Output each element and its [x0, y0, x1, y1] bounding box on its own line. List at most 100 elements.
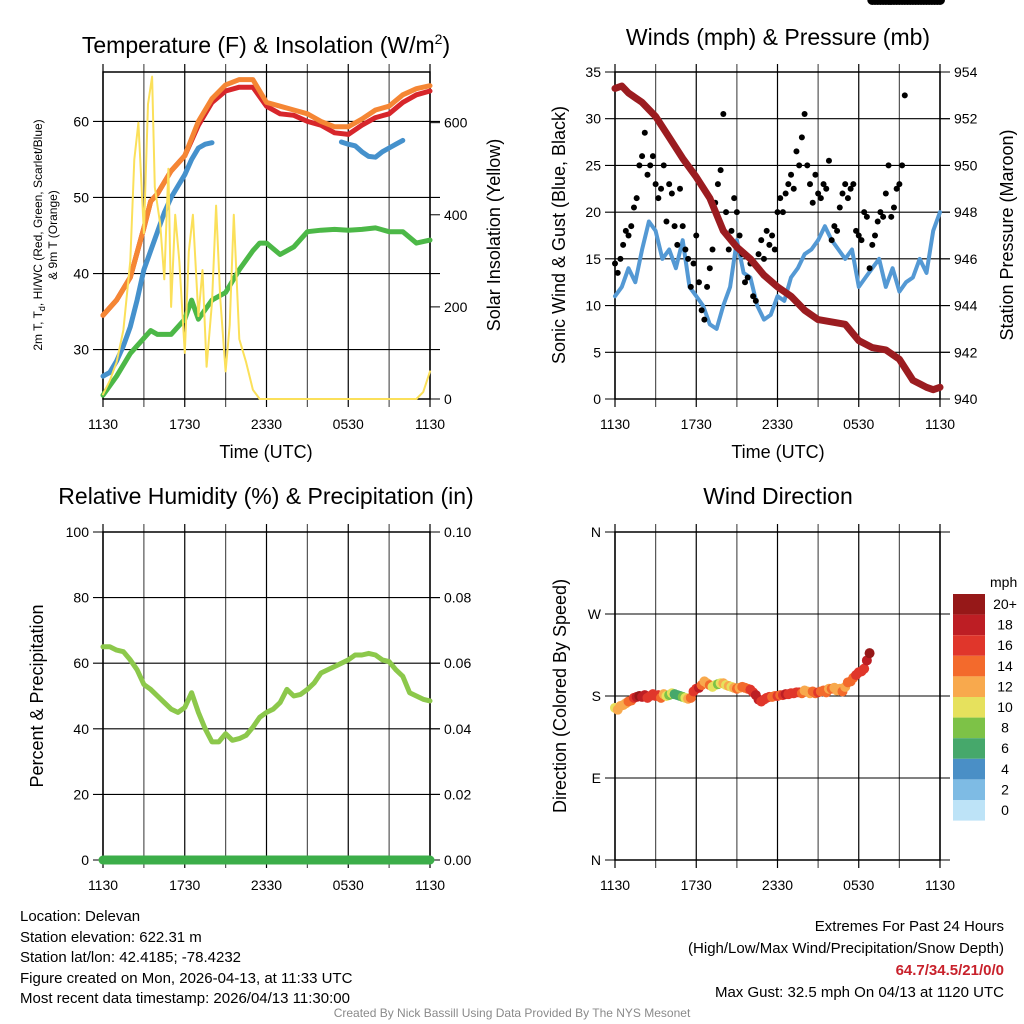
- gust-point: [736, 232, 743, 239]
- gust-point: [733, 209, 740, 216]
- gust-point: [668, 190, 675, 197]
- colorbar-label: 10: [997, 699, 1013, 715]
- gust-point: [612, 260, 618, 267]
- x-tick-label: 1130: [600, 416, 630, 432]
- x-tick-label: 1130: [88, 877, 118, 893]
- colorbar-title: mph: [990, 574, 1017, 590]
- gust-point: [679, 223, 686, 230]
- gust-point: [896, 181, 903, 188]
- y-tick-label: 20: [73, 786, 89, 802]
- gust-point: [766, 241, 773, 248]
- x-tick-label: 2330: [251, 416, 282, 432]
- y2-tick-label: 954: [954, 64, 978, 80]
- humidity-y-axis-label: Percent & Precipitation: [27, 604, 47, 787]
- gust-point: [731, 195, 738, 202]
- gust-point: [839, 190, 846, 197]
- plot-frame: [614, 71, 941, 400]
- colorbar-label: 14: [997, 658, 1013, 674]
- gust-point: [752, 297, 759, 304]
- gust-point: [758, 237, 765, 244]
- extremes-title: Extremes For Past 24 Hours: [814, 918, 1004, 935]
- wind-direction-y-axis-label: Direction (Colored By Speed): [550, 579, 570, 813]
- y-tick-label: 0: [593, 391, 601, 407]
- y-tick-label: 0: [81, 852, 89, 868]
- colorbar-label: 12: [997, 678, 1013, 694]
- humidity-panel: Relative Humidity (%) & Precipitation (i…: [27, 483, 474, 893]
- gust-point: [801, 111, 808, 118]
- colorbar-swatch: [953, 594, 985, 615]
- wind-direction-chart-title: Wind Direction: [703, 483, 853, 509]
- colorbar-swatch: [953, 758, 985, 780]
- gust-point: [693, 232, 700, 239]
- gust-point: [771, 246, 778, 253]
- gust-point: [847, 185, 854, 192]
- colorbar-swatch: [953, 697, 985, 718]
- gust-point: [644, 171, 651, 178]
- gust-point: [663, 218, 670, 225]
- y-tick-label: 80: [73, 590, 89, 606]
- temperature-series-line: [100, 225, 433, 398]
- gust-point: [658, 185, 665, 192]
- extremes-info: Extremes For Past 24 Hours (High/Low/Max…: [688, 916, 1004, 1004]
- temperature-y-axis-label-line1: 2m T, Td, HI/WC (Red, Green, Scarlet/Blu…: [31, 119, 47, 350]
- colorbar-label: 4: [1001, 761, 1009, 777]
- x-tick-label: 2330: [762, 416, 793, 432]
- gust-point: [755, 251, 762, 258]
- gust-point: [788, 171, 795, 178]
- humidity-chart-title: Relative Humidity (%) & Precipitation (i…: [58, 483, 473, 509]
- gust-point: [888, 213, 895, 220]
- gust-point: [872, 232, 878, 239]
- gust-point: [885, 162, 892, 169]
- gust-point: [617, 255, 624, 262]
- gust-point: [698, 307, 705, 314]
- colorbar-label: 20+: [993, 596, 1017, 612]
- extremes-description: (High/Low/Max Wind/Precipitation/Snow De…: [688, 940, 1004, 957]
- gust-point: [636, 162, 643, 169]
- winds-panel: Winds (mph) & Pressure (mb) 0 5 10 15 20 25 30…: [549, 0, 1017, 462]
- y2-tick-label: 0.06: [444, 655, 471, 671]
- colorbar-swatch: [953, 655, 985, 677]
- gust-point: [614, 269, 621, 276]
- x-tick-label: 2330: [762, 877, 793, 893]
- gust-point: [660, 162, 667, 169]
- y-tick-label: 30: [73, 342, 89, 358]
- gust-point: [901, 92, 908, 99]
- gust-point: [655, 195, 662, 202]
- speed-colorbar: mph 20+ 18 16 14 12 10 8 6 4 2 0: [953, 574, 1017, 821]
- y-tick-label: 40: [73, 721, 89, 737]
- gust-point: [804, 162, 811, 169]
- gust-point: [760, 255, 767, 262]
- y-tick-label: 5: [593, 344, 601, 360]
- gust-point: [625, 232, 632, 239]
- gust-point: [779, 209, 786, 216]
- gust-point: [899, 162, 906, 169]
- gust-point: [720, 111, 727, 118]
- x-tick-label: 0530: [843, 416, 874, 432]
- gust-point: [844, 195, 851, 202]
- gust-point: [704, 283, 711, 290]
- created-text: Figure created on Mon, 2026-04-13, at 11…: [20, 969, 353, 987]
- gust-point: [793, 148, 800, 155]
- y2-tick-label: 0.04: [444, 721, 471, 737]
- gust-point: [853, 227, 860, 234]
- y2-tick-label: 0.00: [444, 852, 471, 868]
- y2-tick-label: 940: [954, 391, 978, 407]
- x-tick-label: 1730: [169, 877, 200, 893]
- gust-point: [834, 227, 841, 234]
- colorbar-label: 0: [1001, 802, 1009, 818]
- y2-tick-label: 946: [954, 251, 978, 267]
- max-gust-text: Max Gust: 32.5 mph On 04/13 at 1120 UTC: [714, 984, 1004, 1001]
- gust-point: [842, 181, 849, 188]
- gust-point: [744, 274, 751, 281]
- gust-point: [671, 223, 678, 230]
- gust-point: [817, 195, 824, 202]
- gust-point: [831, 223, 838, 230]
- y2-tick-label: 948: [954, 204, 978, 220]
- y2-tick-label: 200: [444, 299, 468, 315]
- y2-tick-label: 400: [444, 207, 468, 223]
- x-tick-label: 1130: [415, 877, 445, 893]
- colorbar-swatch: [953, 614, 985, 636]
- gust-point: [652, 181, 659, 188]
- station-pressure-line: [611, 82, 944, 394]
- x-tick-label: 1130: [600, 877, 630, 893]
